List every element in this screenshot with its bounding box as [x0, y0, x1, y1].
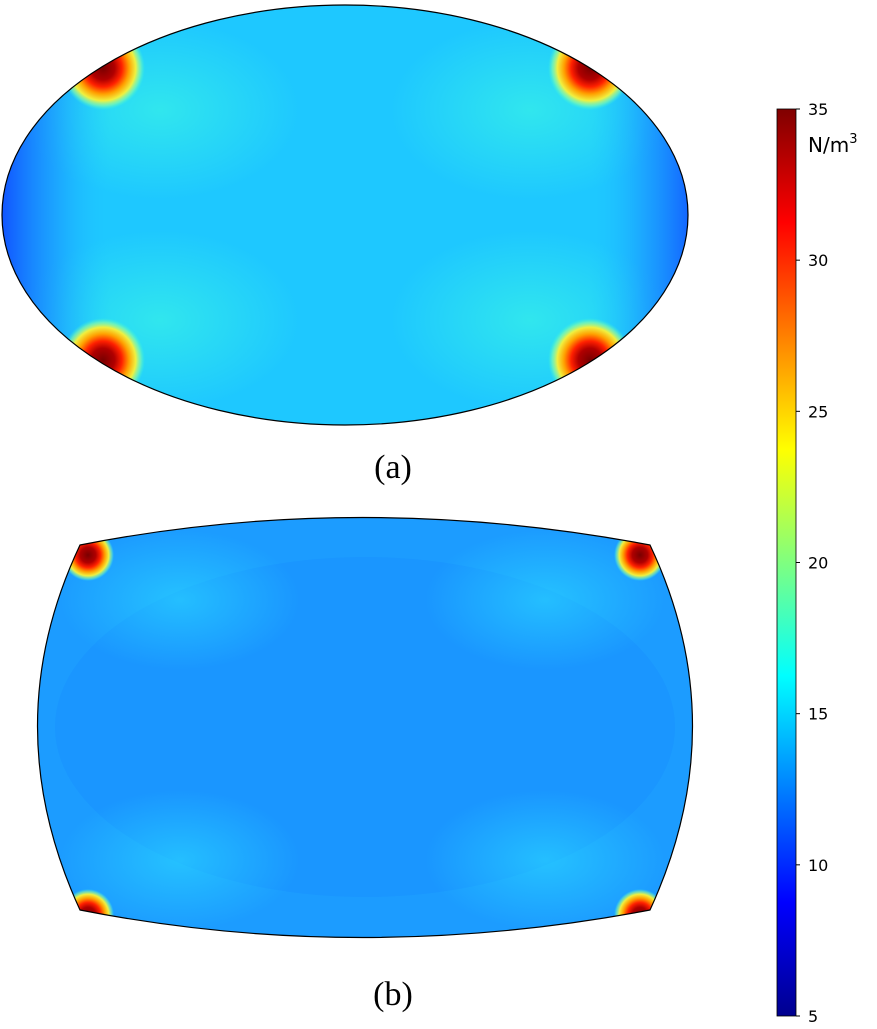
colorbar-gradient [776, 108, 797, 1017]
colorbar-tick-label: 15 [808, 705, 828, 724]
caption-b: (b) [373, 976, 413, 1013]
panel-b: (b) [36, 516, 694, 1013]
hotspot-a-top-left [61, 26, 145, 110]
colorbar-unit: N/m3 [808, 132, 857, 157]
colorbar-tick-label: 10 [808, 856, 828, 875]
colorbar-ticks: 35 30 25 20 15 10 5 [796, 100, 828, 1026]
colorbar-tick-label: 35 [808, 100, 828, 119]
caption-a: (a) [374, 449, 412, 486]
hotspot-b-top-right [614, 529, 666, 581]
colorbar-tick-label: 25 [808, 402, 828, 421]
colorbar: 35 30 25 20 15 10 5 N/m3 [776, 100, 857, 1026]
hotspot-b-top-left [62, 529, 114, 581]
hotspot-a-bottom-right [548, 318, 632, 402]
colorbar-tick-label: 30 [808, 251, 828, 270]
hotspot-a-bottom-left [61, 318, 145, 402]
panel-a: (a) [1, 4, 689, 486]
colorbar-tick-label: 20 [808, 554, 828, 573]
colorbar-tick-label: 5 [808, 1007, 818, 1026]
